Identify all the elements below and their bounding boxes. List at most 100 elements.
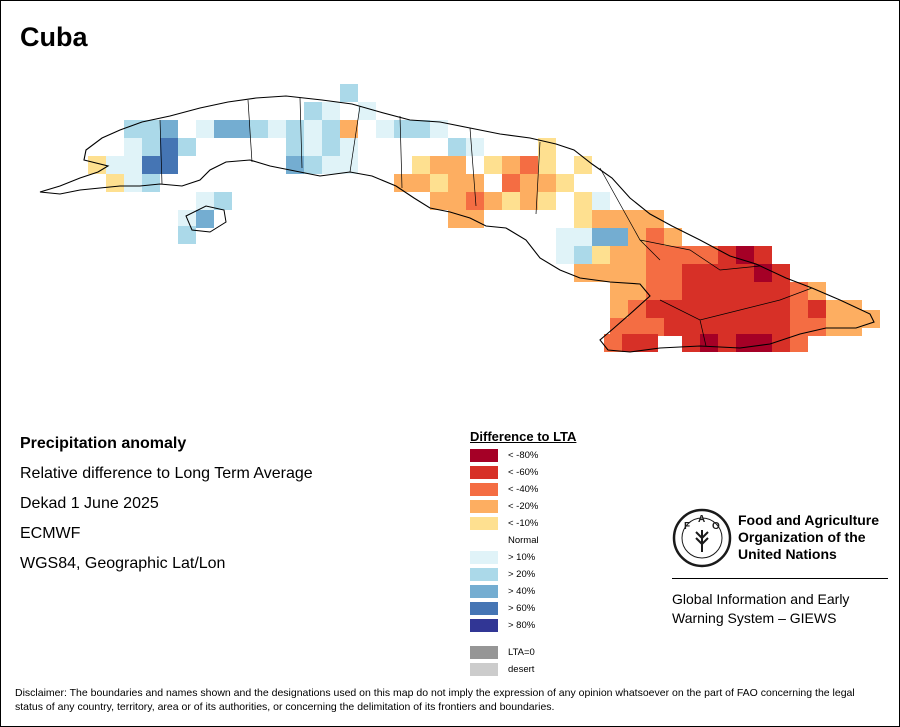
anomaly-cell [826, 300, 844, 318]
map-info: Precipitation anomaly Relative differenc… [20, 434, 313, 584]
anomaly-cell [610, 318, 628, 336]
legend-swatch [470, 500, 498, 513]
anomaly-cell [466, 210, 484, 228]
anomaly-cell [322, 120, 340, 138]
anomaly-cell [664, 300, 682, 318]
anomaly-cell [646, 300, 664, 318]
anomaly-cell [430, 192, 448, 210]
legend-swatch [470, 646, 498, 659]
anomaly-cell [556, 246, 574, 264]
legend-swatch [470, 663, 498, 676]
anomaly-cell [574, 210, 592, 228]
anomaly-cell [664, 318, 682, 336]
anomaly-cell [160, 120, 178, 138]
legend-swatch [470, 585, 498, 598]
info-source: ECMWF [20, 525, 81, 542]
anomaly-cell [520, 192, 538, 210]
anomaly-cell [664, 282, 682, 300]
giews-line-2: Warning System – GIEWS [672, 610, 837, 626]
anomaly-cell [268, 120, 286, 138]
anomaly-cell [754, 282, 772, 300]
anomaly-cell [376, 120, 394, 138]
anomaly-cell [646, 318, 664, 336]
anomaly-cell [142, 174, 160, 192]
anomaly-cell [466, 192, 484, 210]
anomaly-cell [736, 318, 754, 336]
legend-label: > 10% [508, 552, 536, 563]
emblem-letter-a: A [698, 514, 705, 525]
anomaly-cell [538, 156, 556, 174]
anomaly-cell [664, 264, 682, 282]
anomaly-cell [448, 174, 466, 192]
legend-swatch [470, 517, 498, 530]
giews-line-1: Global Information and Early [672, 591, 850, 607]
anomaly-cell [610, 246, 628, 264]
anomaly-cell [430, 156, 448, 174]
legend-items: < -80% < -60% < -40% < -20% < -10% Normal > 10… [470, 448, 576, 635]
anomaly-cell [448, 210, 466, 228]
anomaly-cell [682, 264, 700, 282]
anomaly-cell [394, 174, 412, 192]
anomaly-cell [520, 156, 538, 174]
legend-swatch [470, 483, 498, 496]
info-variable: Precipitation anomaly [20, 435, 187, 452]
anomaly-cell [700, 264, 718, 282]
legend-label: < -10% [508, 518, 539, 529]
anomaly-cell [178, 138, 196, 156]
anomaly-cell [520, 174, 538, 192]
anomaly-cell [106, 156, 124, 174]
emblem-letter-o: O [712, 521, 720, 532]
anomaly-cell [790, 318, 808, 336]
anomaly-cell [556, 174, 574, 192]
anomaly-cell [808, 282, 826, 300]
anomaly-cell [142, 120, 160, 138]
anomaly-cell [700, 318, 718, 336]
anomaly-cell [628, 210, 646, 228]
anomaly-grid [88, 84, 880, 352]
anomaly-cell [214, 120, 232, 138]
legend-label: > 80% [508, 620, 536, 631]
anomaly-cell [862, 310, 880, 328]
anomaly-cell [466, 138, 484, 156]
anomaly-cell [718, 282, 736, 300]
anomaly-cell [772, 300, 790, 318]
anomaly-cell [682, 282, 700, 300]
legend-item: desert [470, 662, 576, 679]
anomaly-cell [502, 174, 520, 192]
legend-item: < -10% [470, 516, 576, 533]
anomaly-cell [484, 192, 502, 210]
anomaly-cell [304, 120, 322, 138]
anomaly-cell [340, 138, 358, 156]
anomaly-cell [304, 138, 322, 156]
cuba-map [39, 84, 880, 353]
anomaly-cell [412, 156, 430, 174]
legend: Difference to LTA < -80% < -60% < -40% < -2… [470, 429, 576, 679]
legend-swatch [470, 449, 498, 462]
fao-name-line-2: Organization of the [738, 529, 866, 545]
legend-item: < -40% [470, 482, 576, 499]
anomaly-cell [286, 156, 304, 174]
map-title: Cuba [20, 22, 88, 52]
anomaly-cell [412, 174, 430, 192]
legend-item: > 20% [470, 567, 576, 584]
info-projection: WGS84, Geographic Lat/Lon [20, 555, 226, 572]
anomaly-cell [790, 300, 808, 318]
legend-swatch [470, 551, 498, 564]
anomaly-cell [718, 318, 736, 336]
fao-emblem-icon: F A O [672, 508, 732, 568]
legend-label: < -60% [508, 467, 539, 478]
anomaly-cell [790, 282, 808, 300]
anomaly-cell [160, 138, 178, 156]
anomaly-cell [232, 120, 250, 138]
anomaly-cell [628, 282, 646, 300]
anomaly-cell [718, 300, 736, 318]
legend-item: LTA=0 [470, 645, 576, 662]
anomaly-cell [754, 264, 772, 282]
anomaly-cell [610, 210, 628, 228]
info-description: Relative difference to Long Term Average [20, 465, 313, 482]
legend-swatch [470, 602, 498, 615]
anomaly-cell [754, 300, 772, 318]
anomaly-cell [574, 192, 592, 210]
anomaly-cell [556, 228, 574, 246]
anomaly-cell [286, 138, 304, 156]
